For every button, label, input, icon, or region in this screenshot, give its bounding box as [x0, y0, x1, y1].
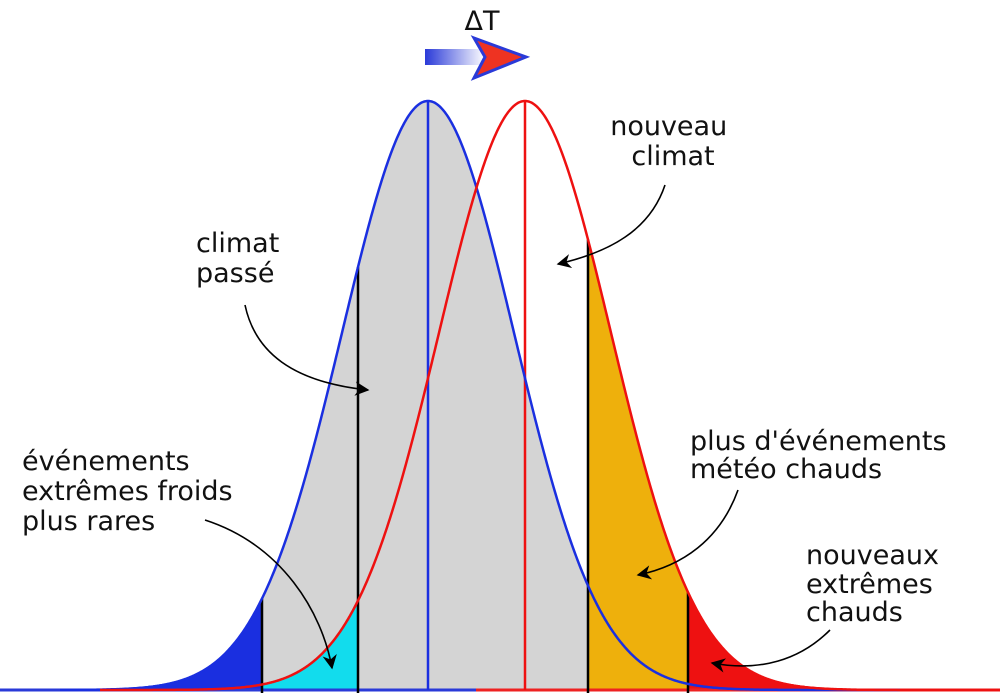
shift-bar — [425, 49, 485, 65]
annotation-arrows — [204, 184, 831, 673]
arrow — [204, 519, 337, 670]
shift-head — [470, 35, 531, 81]
arrow — [710, 629, 831, 673]
cold-extreme-area — [100, 598, 262, 690]
new-climate-curve — [100, 99, 1000, 692]
label-line: plus d'événements — [690, 426, 947, 457]
label-line: événements — [22, 446, 190, 477]
label-line: extrêmes — [806, 569, 933, 600]
shift-label: ΔT — [465, 6, 500, 37]
label-line: chauds — [806, 597, 903, 628]
cold-extremes-label: événements extrêmes froids plus rares — [22, 446, 241, 537]
label-line: nouveau — [610, 111, 727, 142]
label-line: météo chauds — [690, 454, 882, 485]
new-climate-label: nouveau climat — [610, 111, 736, 172]
arrow — [636, 489, 739, 580]
label-line: climat — [631, 141, 714, 172]
label-line: passé — [196, 258, 274, 289]
hot-weather-area — [588, 239, 688, 690]
hot-weather-label: plus d'événements météo chauds — [690, 426, 955, 485]
label-line: nouveaux — [806, 540, 939, 571]
arrow — [244, 304, 370, 396]
past-climate-label: climat passé — [196, 228, 288, 289]
hot-extremes-label: nouveaux extrêmes chauds — [806, 540, 948, 628]
label-line: climat — [196, 228, 279, 259]
distribution-fills — [100, 101, 900, 690]
label-line: plus rares — [22, 506, 155, 537]
past-climate-curve — [60, 99, 900, 692]
distribution-curves — [0, 99, 1000, 693]
shift-arrow — [425, 35, 531, 81]
arrow — [556, 184, 666, 269]
label-line: extrêmes froids — [22, 476, 233, 507]
